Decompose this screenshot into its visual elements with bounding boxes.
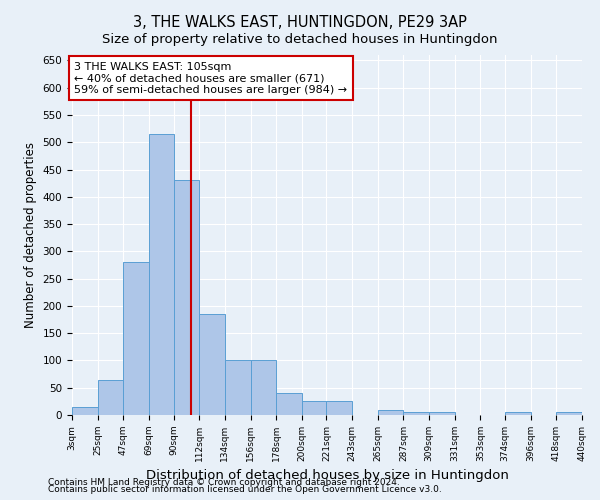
- Text: 3, THE WALKS EAST, HUNTINGDON, PE29 3AP: 3, THE WALKS EAST, HUNTINGDON, PE29 3AP: [133, 15, 467, 30]
- Bar: [173, 180, 199, 415]
- Bar: [326, 402, 352, 415]
- Bar: [429, 412, 455, 415]
- Bar: [149, 134, 173, 415]
- Bar: [98, 380, 124, 415]
- Bar: [251, 360, 276, 415]
- Bar: [403, 412, 429, 415]
- Bar: [378, 410, 403, 415]
- Bar: [124, 262, 149, 415]
- Bar: [276, 393, 302, 415]
- Bar: [505, 412, 530, 415]
- Bar: [556, 412, 582, 415]
- Bar: [225, 360, 251, 415]
- Y-axis label: Number of detached properties: Number of detached properties: [24, 142, 37, 328]
- X-axis label: Distribution of detached houses by size in Huntingdon: Distribution of detached houses by size …: [146, 470, 508, 482]
- Bar: [72, 407, 98, 415]
- Bar: [199, 314, 225, 415]
- Text: Size of property relative to detached houses in Huntingdon: Size of property relative to detached ho…: [102, 32, 498, 46]
- Text: Contains HM Land Registry data © Crown copyright and database right 2024.: Contains HM Land Registry data © Crown c…: [48, 478, 400, 487]
- Text: Contains public sector information licensed under the Open Government Licence v3: Contains public sector information licen…: [48, 486, 442, 494]
- Text: 3 THE WALKS EAST: 105sqm
← 40% of detached houses are smaller (671)
59% of semi-: 3 THE WALKS EAST: 105sqm ← 40% of detach…: [74, 62, 347, 94]
- Bar: [302, 402, 326, 415]
